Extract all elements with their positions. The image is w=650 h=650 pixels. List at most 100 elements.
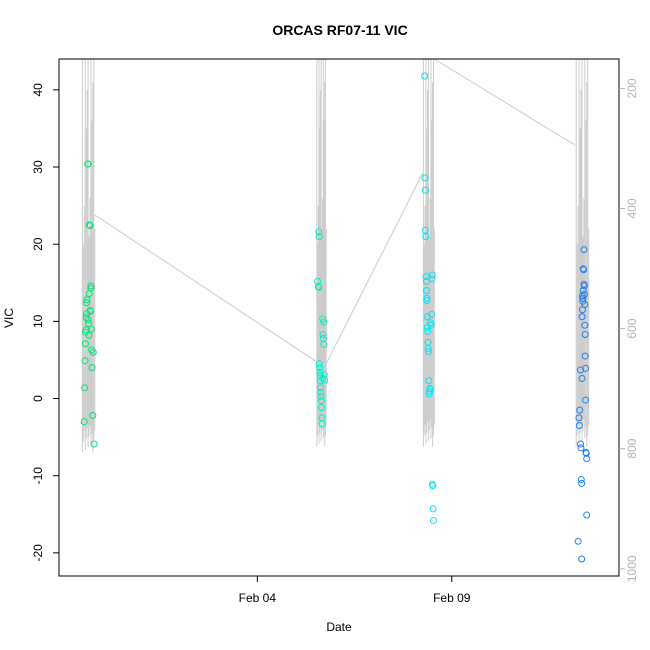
- data-point: [315, 228, 323, 236]
- data-point: [580, 246, 588, 254]
- data-point: [316, 377, 324, 385]
- data-point: [426, 385, 434, 393]
- y-tick-label: 20: [31, 237, 45, 251]
- data-point: [317, 388, 325, 396]
- x-tick-label: Feb 09: [433, 591, 471, 605]
- data-point: [315, 360, 323, 368]
- data-point: [81, 340, 89, 348]
- y2-tick-label: 1000: [625, 555, 639, 582]
- data-point: [428, 275, 436, 283]
- data-point: [317, 384, 325, 392]
- y-tick-label: 0: [31, 395, 45, 402]
- data-point: [578, 313, 586, 321]
- data-point: [575, 422, 583, 430]
- data-point: [83, 296, 91, 304]
- data-point: [318, 404, 325, 412]
- data-point: [424, 327, 432, 335]
- data-point: [428, 271, 436, 279]
- data-point: [583, 455, 591, 463]
- data-point: [83, 299, 91, 307]
- data-point: [317, 392, 325, 400]
- trace-transit-line: [434, 58, 575, 146]
- data-point: [581, 330, 589, 338]
- data-point: [85, 320, 93, 328]
- data-point: [87, 307, 94, 315]
- data-point: [425, 377, 433, 385]
- data-point: [581, 300, 589, 308]
- data-point: [421, 174, 429, 182]
- x-axis-label: Date: [326, 620, 352, 634]
- y-tick-label: 40: [31, 83, 45, 97]
- plot-frame: [58, 58, 620, 577]
- data-point: [424, 347, 432, 355]
- x-tick-label: Feb 04: [239, 591, 277, 605]
- data-point: [578, 374, 586, 382]
- data-point: [321, 376, 329, 384]
- y2-tick-label: 600: [625, 318, 639, 338]
- data-point: [81, 357, 89, 365]
- data-point: [423, 294, 431, 302]
- data-point: [580, 290, 588, 298]
- chart-title: ORCAS RF07-11 VIC: [272, 22, 407, 38]
- data-point: [320, 318, 328, 326]
- data-point: [581, 352, 589, 360]
- data-point: [430, 516, 437, 524]
- data-point: [84, 316, 92, 324]
- y-axis: -20 -10 0 10 20 30 40: [31, 83, 59, 562]
- data-point: [316, 364, 324, 372]
- y-tick-label: 10: [31, 314, 45, 328]
- data-point: [87, 284, 95, 292]
- data-point: [580, 282, 588, 290]
- y2-tick-label: 400: [625, 198, 639, 218]
- data-point: [319, 374, 327, 382]
- data-point: [423, 297, 431, 305]
- data-point: [581, 321, 589, 329]
- data-point: [319, 315, 327, 323]
- data-point: [579, 294, 587, 302]
- data-point: [577, 440, 584, 448]
- data-point: [82, 314, 90, 321]
- data-point: [86, 222, 94, 230]
- trace-transit-line: [94, 214, 319, 364]
- data-point: [423, 324, 431, 332]
- data-point: [582, 364, 590, 372]
- data-point: [84, 160, 92, 168]
- data-point: [578, 555, 586, 563]
- data-point: [89, 411, 97, 419]
- data-point: [582, 449, 590, 457]
- data-points-group: [80, 72, 591, 563]
- data-point: [90, 440, 98, 448]
- data-point: [423, 286, 430, 294]
- data-point: [87, 282, 95, 290]
- data-point: [577, 366, 584, 374]
- data-point: [583, 511, 591, 519]
- data-point: [318, 397, 325, 405]
- data-point: [315, 283, 323, 291]
- data-point: [424, 344, 432, 352]
- data-point: [580, 266, 588, 274]
- x-axis: Feb 04 Feb 09: [239, 576, 471, 605]
- data-point: [582, 396, 590, 404]
- data-point: [428, 310, 436, 318]
- data-point: [421, 186, 429, 194]
- data-point: [576, 406, 584, 414]
- data-point: [427, 321, 435, 329]
- data-point: [320, 371, 328, 379]
- data-point: [87, 325, 95, 333]
- y2-tick-label: 800: [625, 438, 639, 458]
- y-axis-label: VIC: [2, 308, 16, 328]
- data-point: [88, 364, 96, 372]
- trace-transit-line: [325, 172, 424, 365]
- data-point: [81, 384, 89, 392]
- data-point: [429, 505, 437, 513]
- y-tick-label: -20: [31, 544, 45, 562]
- y-tick-label: -10: [31, 467, 45, 485]
- data-point: [422, 273, 430, 281]
- y2-tick-label: 200: [625, 78, 639, 98]
- data-point: [315, 232, 323, 240]
- data-point: [89, 348, 97, 356]
- data-point: [320, 341, 328, 349]
- data-point: [319, 330, 327, 338]
- y2-axis: 200 400 600 800 1000: [619, 78, 639, 582]
